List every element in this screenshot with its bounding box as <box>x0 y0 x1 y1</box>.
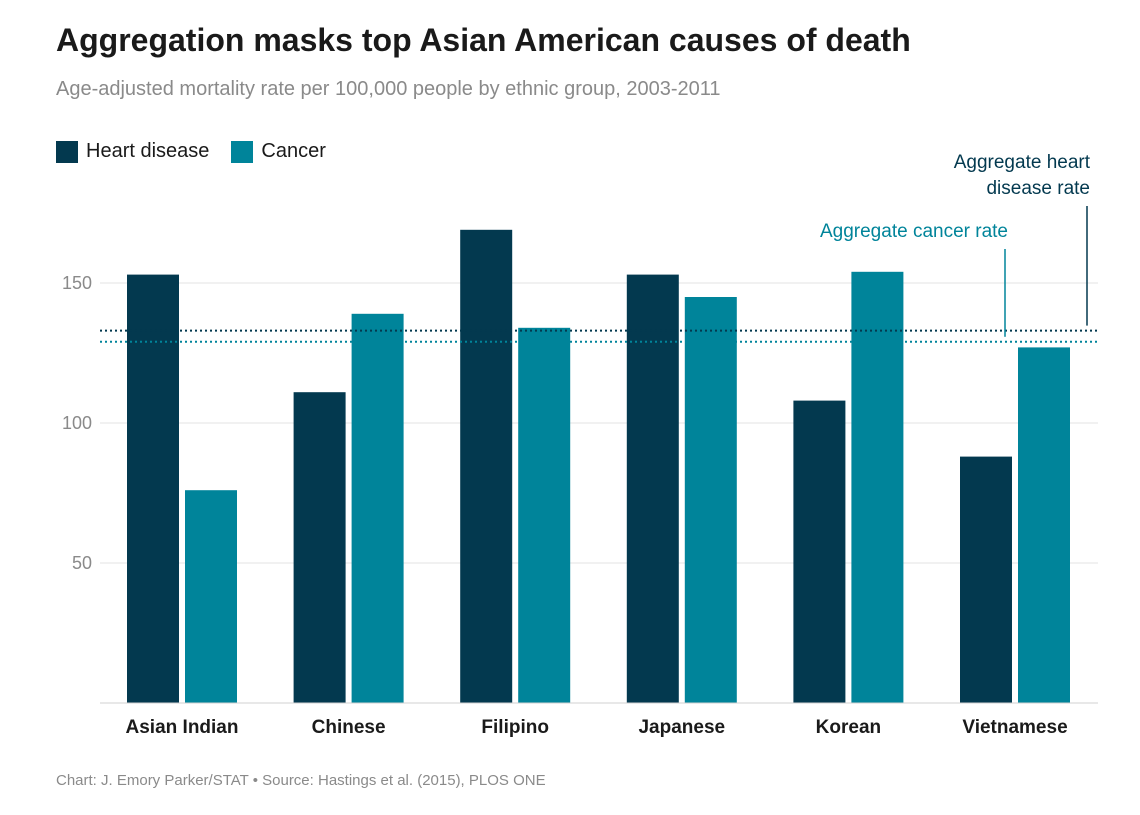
bar-heart-disease-korean <box>793 400 846 703</box>
legend-swatch-heart-disease <box>56 140 78 163</box>
bar-heart-disease-asian-indian <box>127 274 179 703</box>
legend-item-cancer: Cancer <box>231 140 326 163</box>
legend-item-heart-disease: Heart disease <box>56 140 209 163</box>
annotation-label-cancer: Aggregate cancer rate <box>820 221 1008 242</box>
y-tick-label-150: 150 <box>62 273 92 293</box>
legend: Heart disease Cancer <box>56 140 348 163</box>
bar-cancer-chinese <box>351 313 404 703</box>
x-category-label: Vietnamese <box>962 717 1067 738</box>
x-category-label: Chinese <box>312 717 386 738</box>
bar-cancer-japanese <box>684 297 737 703</box>
bar-cancer-asian-indian <box>185 490 237 703</box>
chart-subtitle: Age-adjusted mortality rate per 100,000 … <box>56 78 721 100</box>
annotation-label-heart-disease: disease rate <box>986 178 1090 199</box>
bar-heart-disease-vietnamese <box>960 456 1012 703</box>
bar-cancer-filipino <box>518 327 571 703</box>
bar-heart-disease-chinese <box>293 392 346 703</box>
legend-label-cancer: Cancer <box>261 140 326 162</box>
bar-heart-disease-filipino <box>460 229 513 704</box>
y-tick-label-100: 100 <box>62 413 92 433</box>
annotation-label-heart-disease: Aggregate heart <box>954 152 1091 173</box>
bar-cancer-vietnamese <box>1018 347 1070 703</box>
chart-title: Aggregation masks top Asian American cau… <box>56 22 911 58</box>
x-category-label: Japanese <box>638 717 725 738</box>
legend-label-heart-disease: Heart disease <box>86 140 210 162</box>
legend-swatch-cancer <box>231 140 254 163</box>
x-category-label: Filipino <box>481 717 549 738</box>
chart-footer: Chart: J. Emory Parker/STAT • Source: Ha… <box>56 772 546 789</box>
bar-cancer-korean <box>851 271 904 703</box>
bar-heart-disease-japanese <box>626 274 679 703</box>
x-category-label: Korean <box>816 717 881 738</box>
x-category-label: Asian Indian <box>126 717 239 738</box>
y-tick-label-50: 50 <box>72 553 92 573</box>
